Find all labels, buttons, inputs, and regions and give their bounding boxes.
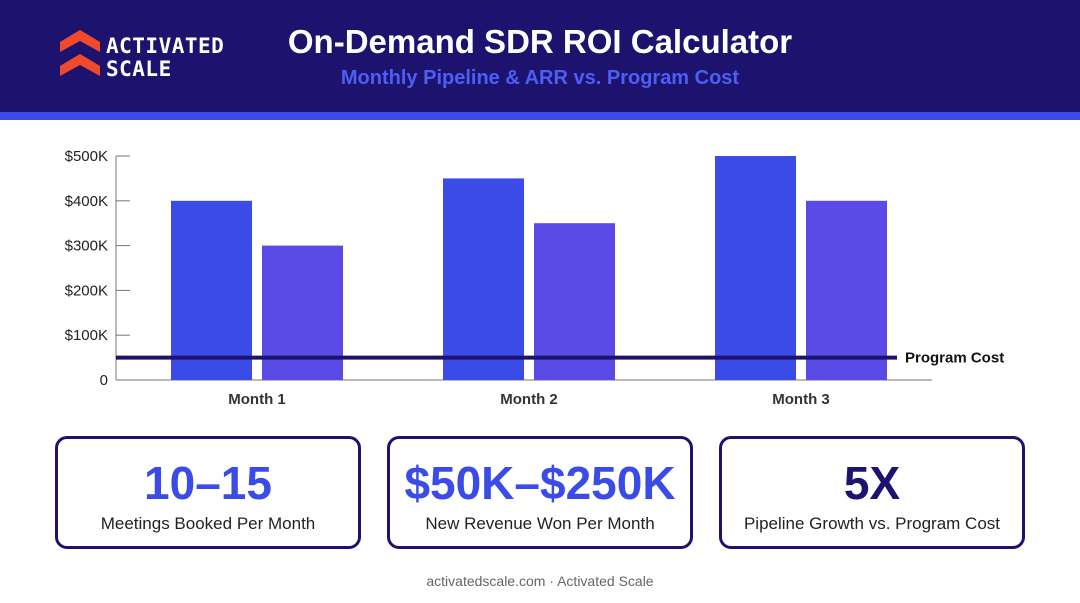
header-accent-stripe	[0, 112, 1080, 120]
program-cost-label: Program Cost	[905, 350, 1004, 367]
stat-growth-value: 5X	[843, 457, 901, 509]
logo-chevron-icon	[60, 30, 100, 76]
page-subtitle: Monthly Pipeline & ARR vs. Program Cost	[340, 67, 740, 89]
y-tick-label: $100K	[65, 327, 108, 344]
stat-revenue-label: New Revenue Won Per Month	[425, 514, 655, 533]
brand-name: ACTIVATED SCALE	[106, 35, 224, 81]
bar-series2-month-2	[534, 223, 615, 380]
bar-series1-month-2	[443, 178, 524, 380]
y-tick-label: $400K	[65, 193, 108, 210]
stat-card-meetings: 10–15 Meetings Booked Per Month	[55, 436, 361, 549]
bar-series2-month-1	[262, 245, 343, 380]
brand-name-line2: SCALE	[106, 57, 172, 81]
x-category-label: Month 2	[500, 391, 558, 408]
footer-credit: activatedscale.com · Activated Scale	[426, 573, 654, 589]
bar-series1-month-1	[171, 200, 252, 380]
header-banner: ACTIVATED SCALE On-Demand SDR ROI Calcula…	[0, 0, 1080, 112]
page-title: On-Demand SDR ROI Calculator	[287, 23, 793, 60]
stat-meetings-label: Meetings Booked Per Month	[100, 514, 316, 533]
stat-meetings-value: 10–15	[144, 457, 272, 509]
y-tick-label: $500K	[65, 148, 108, 165]
brand-logo: ACTIVATED SCALE	[58, 28, 248, 84]
x-category-label: Month 3	[772, 391, 830, 408]
brand-name-line1: ACTIVATED	[106, 34, 225, 58]
bar-series1-month-3	[715, 156, 796, 380]
y-tick-label: $200K	[65, 282, 108, 299]
y-tick-label: 0	[100, 372, 108, 389]
roi-bar-chart: 0 $100K $200K $300K $400K $500K Month 1 Month 2…	[65, 148, 1005, 408]
x-category-label: Month 1	[228, 391, 286, 408]
stat-card-revenue: $50K–$250K New Revenue Won Per Month	[387, 436, 693, 549]
stat-card-pipeline-growth: 5X Pipeline Growth vs. Program Cost	[719, 436, 1025, 549]
stat-revenue-value: $50K–$250K	[404, 457, 676, 509]
bar-series2-month-3	[806, 200, 887, 380]
stat-growth-label: Pipeline Growth vs. Program Cost	[743, 514, 1001, 533]
y-tick-label: $300K	[65, 238, 108, 255]
